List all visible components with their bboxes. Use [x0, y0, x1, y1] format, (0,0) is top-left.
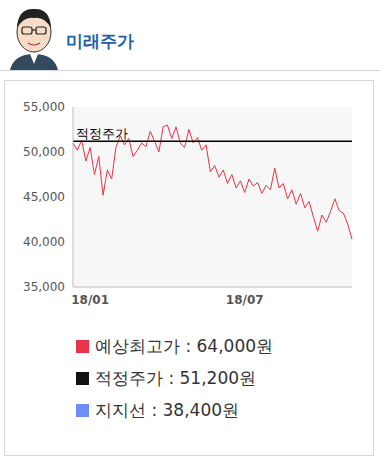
svg-text:18/07: 18/07: [226, 293, 264, 307]
html-text:지지선 : 38,400원: 지지선 : 38,400원: [95, 399, 239, 420]
svg-text:50,000: 50,000: [23, 145, 65, 159]
svg-text:45,000: 45,000: [23, 190, 65, 204]
html-text:적정주가 : 51,200원: 적정주가 : 51,200원: [95, 367, 256, 388]
svg-text:18/01: 18/01: [71, 293, 109, 307]
html-text:미래주가: 미래주가: [66, 31, 134, 51]
svg-text:40,000: 40,000: [23, 235, 65, 249]
svg-text:35,000: 35,000: [23, 280, 65, 294]
svg-text:적정주가: 적정주가: [76, 126, 128, 141]
html-text:예상최고가 : 64,000원: 예상최고가 : 64,000원: [95, 335, 273, 356]
svg-text:55,000: 55,000: [23, 100, 65, 114]
